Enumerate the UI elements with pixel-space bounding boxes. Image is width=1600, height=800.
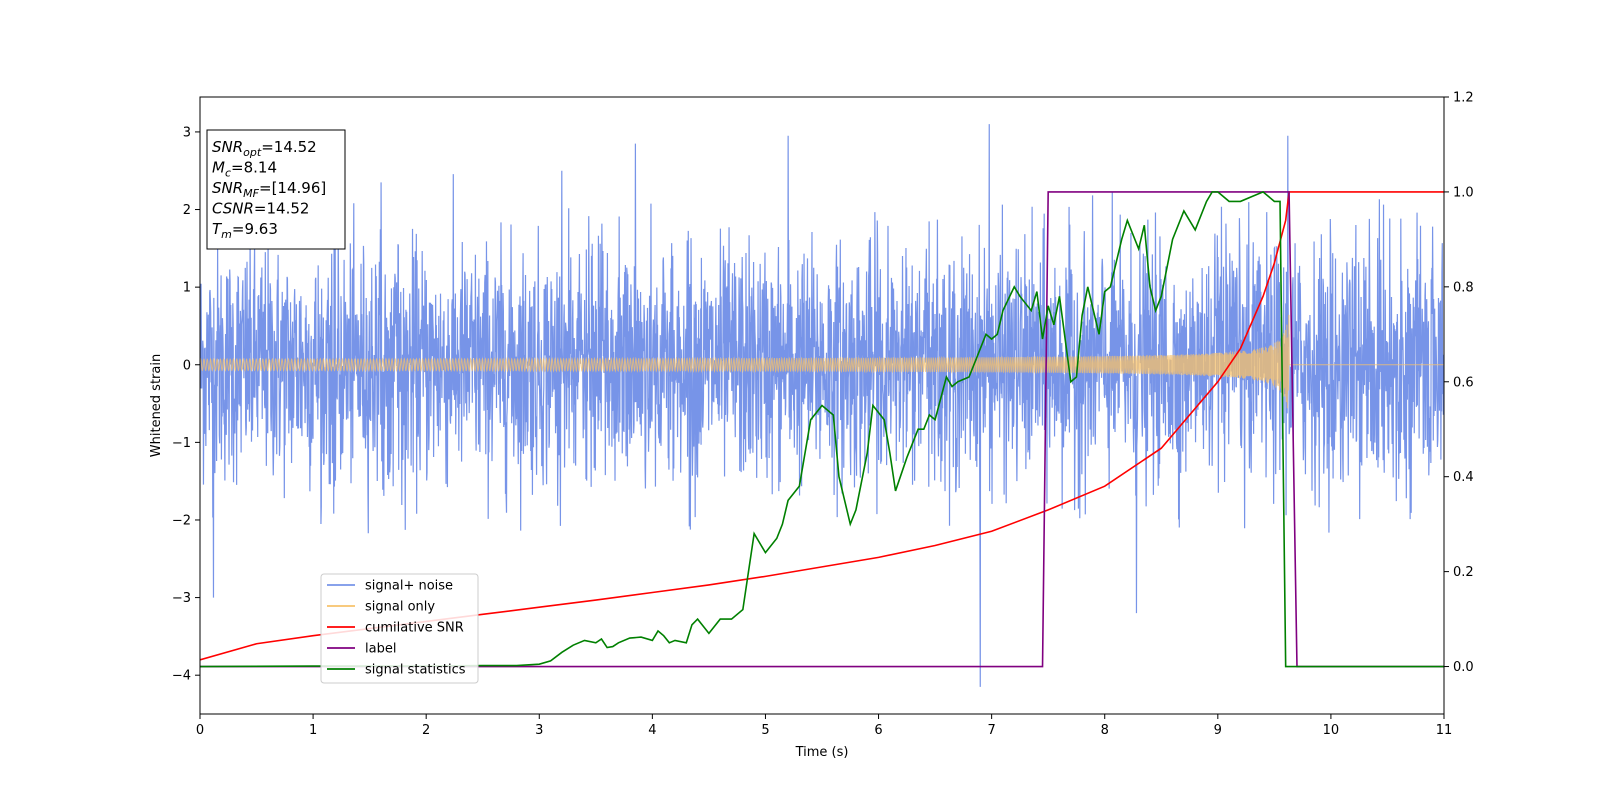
- legend-frame: [320, 573, 479, 684]
- x-tick-label: 10: [1323, 723, 1340, 738]
- info-box: SNRopt=14.52Mc=8.14SNRMF=[14.96]CSNR=14.…: [206, 129, 346, 250]
- info-line: CSNR=14.52: [212, 200, 309, 218]
- y-tick-label: −1: [172, 436, 191, 451]
- x-tick-label: 2: [422, 723, 430, 738]
- legend: signal+ noise signal only cumilative SNR la…: [320, 573, 479, 684]
- series-signal-statistics: [200, 190, 1444, 668]
- info-box-frame: [206, 129, 346, 250]
- info-line: Tm=9.63: [212, 220, 278, 241]
- x-tick-label: 9: [1214, 723, 1222, 738]
- y-tick-label: 2: [183, 203, 191, 218]
- x-tick-label: 4: [648, 723, 656, 738]
- series-signal-noise: [200, 124, 1444, 687]
- y2-tick-label: 0.6: [1453, 375, 1474, 390]
- legend-label-label: label: [365, 642, 396, 657]
- y-tick-label: −3: [172, 591, 191, 606]
- legend-signal-noise-label: signal+ noise: [365, 579, 453, 594]
- x-tick-label: 8: [1101, 723, 1109, 738]
- plot-frame: [199, 96, 1445, 715]
- x-tick-label: 11: [1436, 723, 1453, 738]
- y-tick-label: 3: [183, 125, 191, 140]
- legend-signal-statistics-label: signal statistics: [365, 663, 466, 678]
- y-tick-label: −2: [172, 513, 191, 528]
- y-tick-label: 0: [183, 358, 191, 373]
- x-tick-label: 7: [987, 723, 995, 738]
- info-line: SNRMF=[14.96]: [212, 179, 326, 200]
- y-tick-label: 1: [183, 281, 191, 296]
- y-axis-left: −4 −3 −2 −1 0 1 2 3: [172, 125, 200, 684]
- legend-cumilative-snr-label: cumilative SNR: [365, 621, 464, 636]
- y-tick-label: −4: [172, 669, 191, 684]
- info-line: SNRopt=14.52: [212, 138, 317, 159]
- series-signal-only: [200, 314, 1444, 409]
- info-line: Mc=8.14: [212, 159, 277, 180]
- y-axis-right: 0.0 0.2 0.4 0.6 0.8 1.0 1.2: [1444, 91, 1474, 675]
- legend-signal-only-label: signal only: [365, 600, 435, 615]
- y-axis-label: Whitened strain: [149, 354, 164, 457]
- y2-tick-label: 1.0: [1453, 185, 1474, 200]
- x-tick-label: 1: [309, 723, 317, 738]
- y2-tick-label: 0.0: [1453, 660, 1474, 675]
- x-tick-label: 0: [196, 723, 204, 738]
- y2-tick-label: 0.8: [1453, 280, 1474, 295]
- y2-tick-label: 1.2: [1453, 91, 1474, 106]
- x-tick-label: 6: [874, 723, 882, 738]
- x-axis-label: Time (s): [795, 745, 849, 760]
- x-tick-label: 5: [761, 723, 769, 738]
- y2-tick-label: 0.4: [1453, 470, 1474, 485]
- y2-tick-label: 0.2: [1453, 565, 1474, 580]
- x-tick-label: 3: [535, 723, 543, 738]
- x-axis: 0 1 2 3 4 5 6 7 8 9 10 11: [196, 714, 1452, 738]
